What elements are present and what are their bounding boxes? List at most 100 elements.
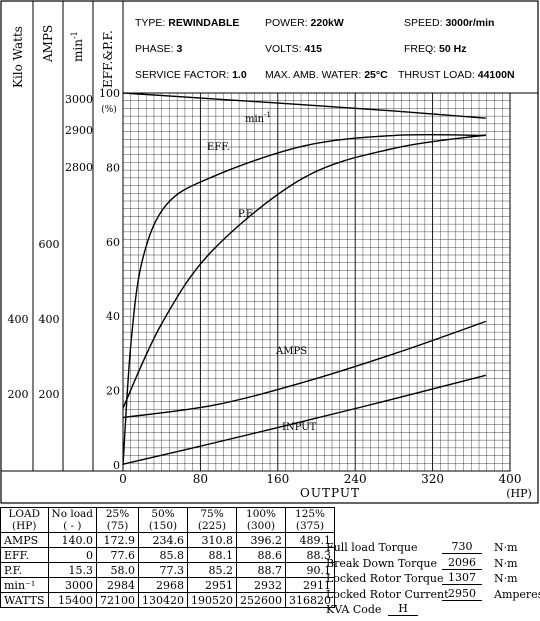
- table-cell: 77.6: [96, 547, 140, 563]
- table-cell: 88.7: [236, 562, 287, 578]
- speed-tick-label: 2800: [65, 161, 93, 174]
- eff-pf-tick-label: 80: [106, 161, 120, 174]
- amps-axis-title: AMPS: [41, 25, 55, 63]
- table-cell: 130420: [138, 592, 189, 608]
- freq-label: FREQ: 50 Hz: [404, 43, 466, 55]
- table-row: EFF. 0 77.6 85.8 88.1 88.6 88.3: [0, 547, 336, 563]
- spec-value: 1307: [442, 571, 482, 585]
- spec-label: Break Down Torque: [326, 556, 438, 570]
- eff-pf-tick-label: 20: [106, 385, 120, 398]
- max-water-label: MAX. AMB. WATER: 25°C: [265, 69, 388, 81]
- table-row-label: min⁻¹: [0, 577, 49, 593]
- table-row-label: EFF.: [0, 547, 49, 563]
- table-row: min⁻¹ 3000 2984 2968 2951 2932 2911: [0, 577, 336, 593]
- amps-tick-label: 200: [39, 388, 60, 401]
- input-curve: [122, 374, 486, 465]
- table-row-label: P.F.: [0, 562, 49, 578]
- spec-unit: N·m: [494, 572, 518, 585]
- performance-chart: TYPE: REWINDABLE POWER: 220kW SPEED: 300…: [0, 0, 539, 504]
- performance-table: LOAD (HP) No load( - ) 25% (75) 50% (150) 7…: [0, 507, 336, 608]
- table-header: 50% (150): [138, 507, 189, 533]
- service-factor-label: SERVICE FACTOR: 1.0: [135, 69, 247, 81]
- spec-unit: N·m: [494, 556, 518, 570]
- table-cell: 310.8: [187, 532, 238, 548]
- table-cell: 88.6: [236, 547, 287, 563]
- spec-value: 730: [442, 540, 482, 554]
- table-cell: 72100: [96, 592, 140, 608]
- table-header: 75% (225): [187, 507, 238, 533]
- table-cell: 88.1: [187, 547, 238, 563]
- power-label: POWER: 220kW: [265, 17, 344, 29]
- table-header: 125% (375): [285, 507, 336, 533]
- x-axis-unit: (HP): [506, 487, 532, 500]
- table-cell: 234.6: [138, 532, 189, 548]
- speed-tick-label: 2900: [65, 124, 93, 137]
- speed-axis-title: min-1: [70, 31, 85, 62]
- eff-pf-tick-label: 40: [106, 310, 120, 323]
- amps-tick-label: 400: [39, 313, 60, 326]
- table-cell: 2932: [236, 577, 287, 593]
- chart-grid: [122, 92, 511, 472]
- speed-tick-label: 3000: [65, 93, 93, 106]
- table-cell: 396.2: [236, 532, 287, 548]
- amps-curve-label: AMPS: [275, 346, 307, 357]
- table-header: LOAD (HP): [0, 507, 49, 533]
- table-header: 100% (300): [236, 507, 287, 533]
- kw-tick-label: 200: [8, 388, 29, 401]
- table-cell: 85.2: [187, 562, 238, 578]
- kilowatts-axis-title: Kilo Watts: [11, 26, 25, 88]
- type-label: TYPE: REWINDABLE: [135, 17, 239, 29]
- table-row: P.F. 15.3 58.0 77.3 85.2 88.7 90.1: [0, 562, 336, 578]
- amps-tick-label: 600: [39, 238, 60, 251]
- thrust-load-label: THRUST LOAD: 44100N: [398, 69, 515, 81]
- table-cell: 58.0: [96, 562, 140, 578]
- table-header-row: LOAD (HP) No load( - ) 25% (75) 50% (150) 7…: [0, 507, 336, 533]
- chart-curves: [122, 92, 487, 466]
- table-cell: 190520: [187, 592, 238, 608]
- x-tick-label: 160: [266, 472, 289, 486]
- eff-pf-tick-label: 100: [99, 87, 120, 100]
- x-tick-label: 400: [499, 472, 522, 486]
- table-cell: 3000: [47, 577, 98, 593]
- chart-frame: [0, 0, 539, 504]
- spec-label: KVA Code: [326, 603, 382, 616]
- table-header: 25% (75): [96, 507, 140, 533]
- spec-unit: Amperes: [494, 587, 540, 601]
- spec-unit: N·m: [494, 541, 518, 554]
- x-tick-label: 240: [344, 472, 367, 486]
- spec-value: 2096: [442, 556, 482, 570]
- spec-value: 2950: [442, 587, 482, 601]
- plot-border: [122, 92, 511, 472]
- input-curve-label: INPUT: [282, 422, 317, 433]
- spec-label: Full load Torque: [326, 541, 418, 554]
- table-cell: 172.9: [96, 532, 140, 548]
- eff-pf-axis-title: EFF.&P.F.: [101, 30, 115, 88]
- table-cell: 2951: [187, 577, 238, 593]
- eff-pf-unit: (%): [101, 104, 117, 115]
- amps-curve: [122, 320, 487, 419]
- speed-curve-label: min-1: [245, 111, 271, 125]
- table-row-label: AMPS: [0, 532, 49, 548]
- x-axis-title: OUTPUT: [300, 486, 360, 500]
- eff-pf-tick-label: 0: [113, 459, 120, 472]
- x-tick-label: 320: [421, 472, 444, 486]
- kw-tick-label: 400: [8, 313, 29, 326]
- table-row: AMPS 140.0 172.9 234.6 310.8 396.2 489.1: [0, 532, 336, 548]
- table-cell: 2984: [96, 577, 140, 593]
- eff-curve: [122, 133, 486, 466]
- speed-label: SPEED: 3000r/min: [404, 17, 494, 29]
- table-cell: 15.3: [47, 562, 98, 578]
- spec-label: Locked Rotor Current: [326, 587, 449, 601]
- pf-curve: [122, 134, 486, 409]
- table-cell: 15400: [47, 592, 98, 608]
- x-tick-label: 0: [119, 472, 127, 486]
- speed-curve: [122, 92, 486, 119]
- volts-label: VOLTS: 415: [265, 43, 322, 55]
- pf-curve-label: P.F.: [238, 209, 254, 220]
- eff-pf-tick-label: 60: [106, 236, 120, 249]
- spec-label: Locked Rotor Torque: [326, 572, 444, 585]
- table-cell: 316820: [285, 592, 336, 608]
- chart-ticks: 0 80 160 240 320 400 0 20 40 60 80 100: [99, 87, 521, 486]
- table-cell: 77.3: [138, 562, 189, 578]
- table-cell: 252600: [236, 592, 287, 608]
